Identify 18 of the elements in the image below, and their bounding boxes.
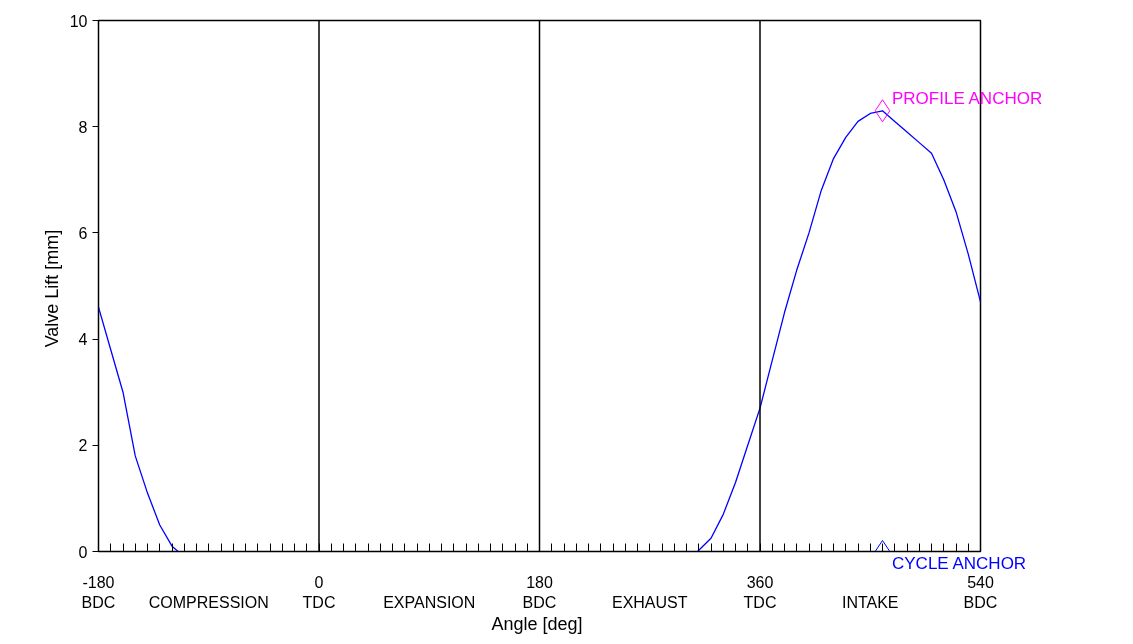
x-axis-title: Angle [deg] — [491, 613, 583, 634]
series-label: CYCLE ANCHOR — [892, 553, 1027, 575]
x-tick-label: COMPRESSION — [148, 593, 269, 611]
x-tick-label: 180 BDC — [522, 573, 557, 611]
x-tick-label: EXPANSION — [383, 593, 476, 611]
y-tick-label: 2 — [78, 437, 88, 455]
x-tick-label: 540 BDC — [963, 573, 998, 611]
y-axis-title: Valve Lift [mm] — [41, 229, 62, 348]
y-tick-label: 10 — [69, 12, 88, 30]
x-tick-label: INTAKE — [841, 593, 899, 611]
x-tick-label: EXHAUST — [611, 593, 688, 611]
x-tick-label: -180 BDC — [81, 573, 116, 611]
y-tick-label: 0 — [78, 543, 88, 561]
y-tick-label: 4 — [78, 331, 88, 349]
y-tick-label: 6 — [78, 224, 88, 242]
x-tick-label: 0 TDC — [302, 573, 336, 611]
x-tick-label: 360 TDC — [743, 573, 777, 611]
y-tick-label: 8 — [78, 118, 88, 136]
